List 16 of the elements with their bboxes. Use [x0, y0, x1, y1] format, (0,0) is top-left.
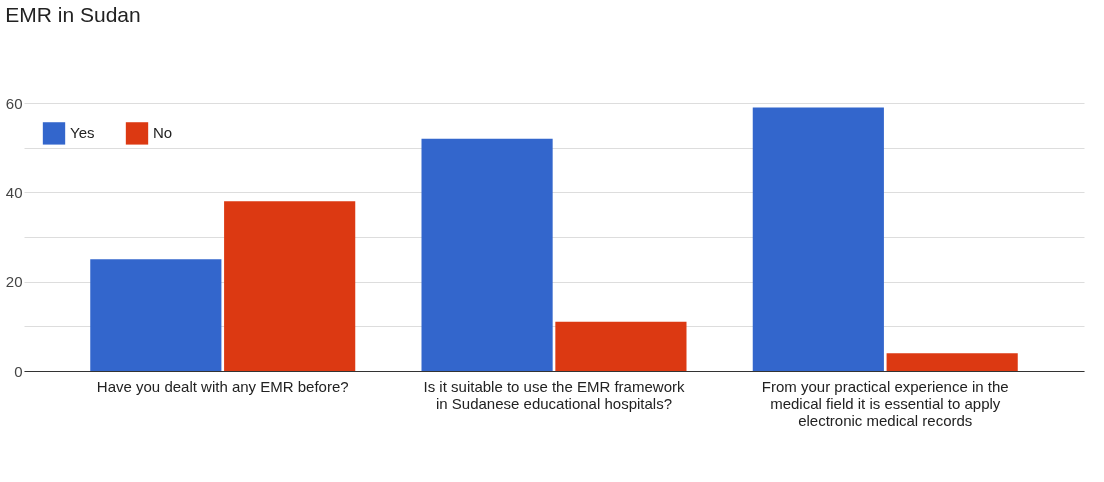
x-tick-label: From your practical experience in the medical field it is essential to apply electronic medical records: [761, 377, 1009, 429]
bar: [421, 138, 553, 371]
legend-label: Yes: [70, 124, 95, 142]
y-tick-label: 20: [5, 273, 23, 291]
legend-label: No: [153, 124, 173, 142]
chart-title: EMR in Sudan: [5, 3, 141, 26]
x-tick-label: Have you dealt with any EMR before?: [96, 377, 349, 395]
y-tick-label: 60: [5, 94, 23, 112]
bar: [555, 321, 687, 371]
bar: [886, 353, 1018, 371]
y-tick-label: 40: [5, 183, 23, 201]
bar: [752, 107, 884, 371]
y-tick-label: 0: [14, 362, 23, 380]
bar: [90, 259, 222, 371]
bar: [224, 201, 356, 371]
x-tick-label: Is it suitable to use the EMR framework in Sudanese educational hospitals?: [423, 377, 685, 412]
